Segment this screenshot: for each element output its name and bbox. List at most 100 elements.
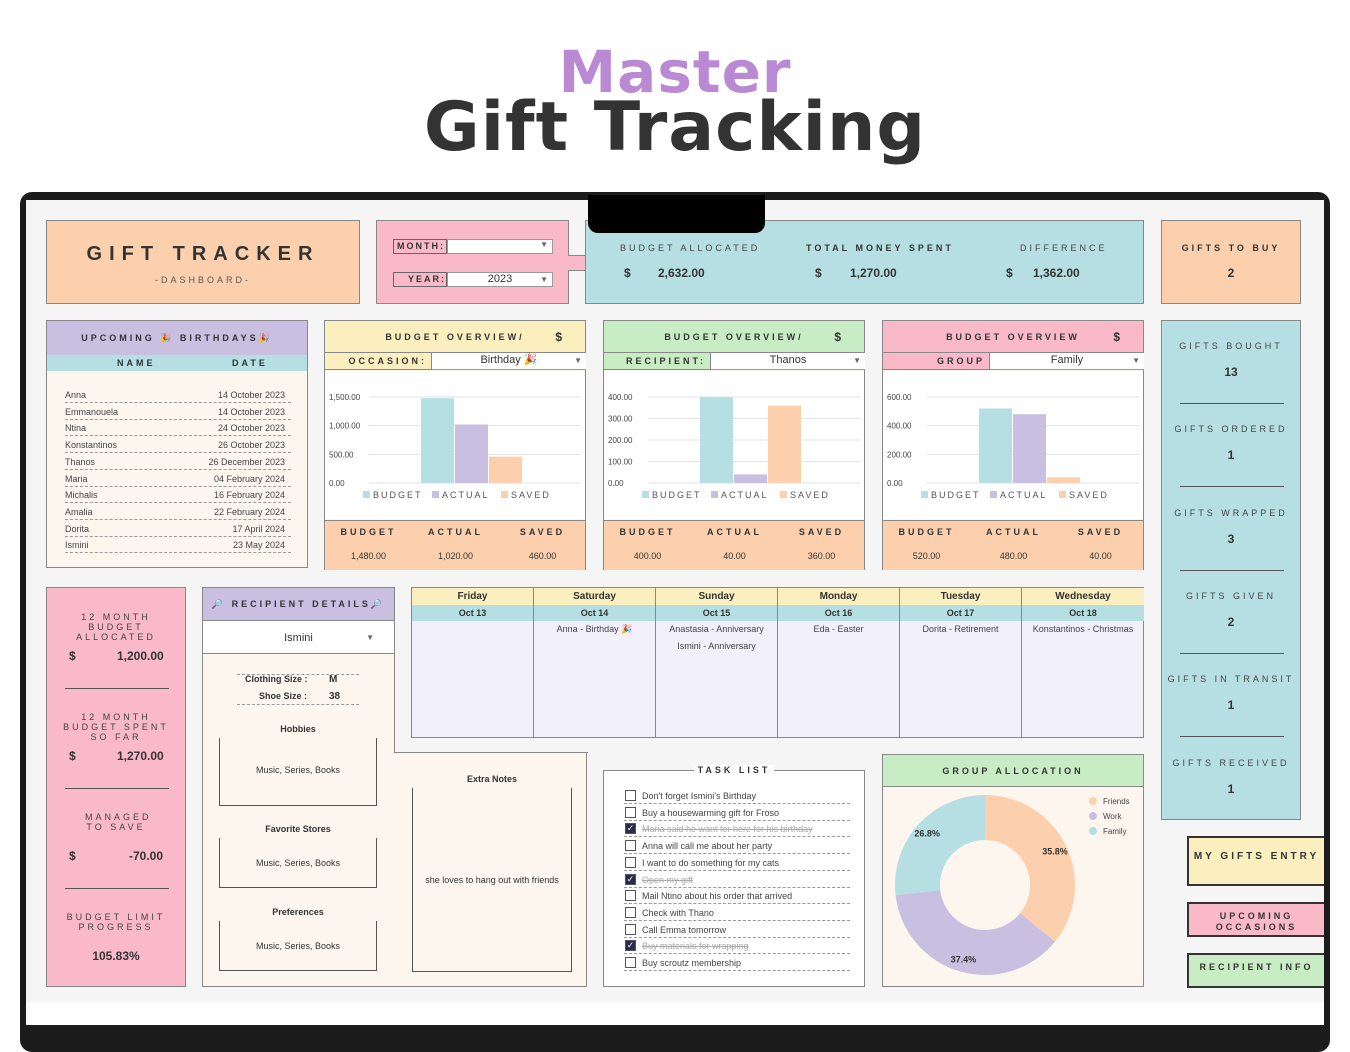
alloc-label: 12 MONTH BUDGET ALLOCATED — [76, 612, 156, 642]
birthday-name: Emmanouela — [65, 406, 119, 417]
list-item: Anna 14 October 2023 — [65, 387, 291, 403]
shoe-size-value: 38 — [329, 691, 341, 702]
recipient-select[interactable]: Ismini ▼ — [203, 620, 394, 654]
footer-label: BUDGET — [619, 527, 676, 537]
filter-value: Birthday 🎉 — [480, 354, 538, 366]
overview-title-text: BUDGET OVERVIEW/ — [385, 332, 525, 342]
gift-status-card: GIFTS BOUGHT 13 GIFTS ORDERED 1 GIFTS WRAPPE… — [1161, 320, 1301, 820]
filter-select[interactable]: Birthday 🎉 ▼ — [431, 353, 586, 370]
calendar-event[interactable]: Konstantinos - Christmas — [1032, 624, 1134, 634]
legend-swatch — [1059, 491, 1066, 498]
list-item: Ntina 24 October 2023 — [65, 420, 291, 437]
task-item[interactable]: Buy a housewarming gift for Froso — [624, 805, 850, 821]
y-tick-label: 0.00 — [608, 479, 624, 488]
task-item[interactable]: Check with Thano — [624, 905, 850, 921]
y-tick-label: 200.00 — [608, 436, 633, 445]
divider — [1180, 403, 1284, 404]
legend-swatch — [921, 491, 928, 498]
upcoming-occasions-button[interactable]: UPCOMING OCCASIONS — [1187, 902, 1324, 937]
calendar-event[interactable]: Anastasia - Anniversary — [669, 624, 764, 634]
bar-chart: 600.00 400.00 200.00 0.00 BUDGET ACTUAL SAVED — [887, 393, 1139, 500]
status-label: GIFTS BOUGHT — [1179, 341, 1283, 351]
footer-value: 40.00 — [723, 551, 746, 561]
legend-label: Family — [1103, 827, 1127, 836]
task-item[interactable]: Don't forget Ismini's Birthday — [624, 788, 850, 804]
status-value: 2 — [1227, 614, 1235, 629]
calendar-event[interactable]: Ismini - Anniversary — [677, 641, 756, 651]
my-gifts-entry-button[interactable]: MY GIFTS ENTRY — [1187, 836, 1324, 886]
bar-chart: 1,500.00 1,000.00 500.00 0.00 BUDGET ACTUAL SA… — [329, 393, 581, 500]
budget-overview-group-card: BUDGET OVERVIEW $ GROUP Family ▼ 600.00 400.00… — [882, 320, 1144, 570]
legend-label: SAVED — [511, 490, 551, 500]
task-checkbox[interactable] — [625, 806, 636, 818]
y-tick-label: 1,500.00 — [329, 393, 361, 402]
year-select[interactable]: 2023 ▼ — [447, 272, 553, 287]
saved-label: MANAGED TO SAVE — [85, 812, 152, 832]
task-item[interactable]: Buy scroutz membership — [624, 955, 850, 971]
birthday-date: 17 April 2024 — [232, 523, 285, 534]
task-checkbox[interactable]: ✓ — [625, 940, 636, 952]
birthday-date: 26 December 2023 — [208, 456, 285, 467]
overview-title-text: BUDGET OVERVIEW/ — [664, 332, 804, 342]
filter-select[interactable]: Family ▼ — [989, 353, 1144, 370]
task-item[interactable]: Anna will call me about her party — [624, 838, 850, 855]
task-checkbox[interactable] — [625, 790, 636, 801]
calendar-event[interactable]: Dorita - Retirement — [922, 624, 999, 634]
twelve-month-budget-card: 12 MONTH BUDGET ALLOCATED $ 1,200.00 12 … — [46, 587, 186, 987]
currency-sign: $ — [834, 330, 844, 344]
pie-label: 37.4% — [951, 955, 977, 965]
birthdays-title: UPCOMING 🎉 BIRTHDAYS🎉 — [47, 321, 307, 355]
legend-label: BUDGET — [652, 490, 702, 500]
task-item[interactable]: Call Emma tomorrow — [624, 922, 850, 938]
y-tick-label: 100.00 — [608, 458, 633, 467]
task-checkbox[interactable]: ✓ — [625, 873, 636, 885]
task-checkbox[interactable] — [625, 906, 636, 918]
task-checkbox[interactable] — [625, 923, 636, 935]
task-checkbox[interactable] — [625, 957, 636, 968]
footer-label: SAVED — [519, 527, 566, 537]
calendar-day-column: Friday Oct 13 — [412, 588, 534, 738]
recipient-info-button[interactable]: RECIPIENT INFO — [1187, 953, 1324, 988]
currency-sign: $ — [69, 849, 76, 863]
status-value: 1 — [1227, 698, 1235, 713]
dashboard-title: GIFT TRACKER — [86, 243, 320, 265]
footer-label: ACTUAL — [986, 527, 1041, 537]
task-item[interactable]: ✓ Buy materials for wrapping — [624, 938, 850, 955]
chevron-down-icon: ▼ — [366, 633, 374, 642]
month-select[interactable]: ▼ — [447, 239, 553, 254]
hero-line-1: Master — [558, 38, 792, 106]
task-item[interactable]: Mail Ntino about his order that arrived — [624, 888, 850, 905]
progress-label: BUDGET LIMIT PROGRESS — [66, 912, 166, 932]
task-checkbox[interactable]: ✓ — [625, 823, 636, 835]
filter-value: Thanos — [769, 354, 807, 366]
gifts-to-buy-label: GIFTS TO BUY — [1181, 243, 1281, 253]
chart-area: 400.00 300.00 200.00 100.00 0.00 BUDGET ACTUAL… — [604, 371, 864, 519]
task-checkbox[interactable] — [625, 890, 636, 902]
task-item[interactable]: I want to do something for my cats — [624, 855, 850, 871]
task-item[interactable]: ✓ Maria said he want for here for his bir… — [624, 821, 850, 838]
footer-value: 460.00 — [528, 551, 557, 561]
legend-swatch — [642, 491, 649, 498]
chevron-down-icon: ▼ — [574, 356, 582, 365]
task-checkbox[interactable] — [625, 856, 636, 868]
calendar-event[interactable]: Eda - Easter — [813, 624, 864, 634]
task-checkbox[interactable] — [625, 840, 636, 852]
footer-label: BUDGET — [340, 527, 397, 537]
y-tick-label: 0.00 — [329, 479, 345, 488]
task-item[interactable]: ✓ Open my gift — [624, 872, 850, 888]
calendar-date: Oct 18 — [1022, 605, 1144, 621]
calendar-day-column: Monday Oct 16 Eda - Easter — [778, 588, 900, 738]
chevron-down-icon: ▼ — [1132, 356, 1140, 365]
calendar-event[interactable]: Anna - Birthday 🎉 — [556, 624, 633, 634]
calendar-day-name: Friday — [412, 588, 533, 605]
chevron-down-icon: ▼ — [853, 356, 861, 365]
year-label: YEAR: — [393, 272, 447, 287]
overview-title: BUDGET OVERVIEW $ — [883, 321, 1143, 353]
budget-overview-occasion-card: BUDGET OVERVIEW/ $ OCCASION: Birthday 🎉 ▼ 1,5… — [324, 320, 586, 570]
y-tick-label: 600.00 — [887, 393, 912, 402]
calendar-day-column: Tuesday Oct 17 Dorita - Retirement — [900, 588, 1022, 738]
birthday-date: 14 October 2023 — [217, 406, 285, 417]
birthday-date: 24 October 2023 — [217, 423, 285, 434]
bar-actual — [734, 474, 767, 483]
filter-select[interactable]: Thanos ▼ — [710, 353, 865, 370]
